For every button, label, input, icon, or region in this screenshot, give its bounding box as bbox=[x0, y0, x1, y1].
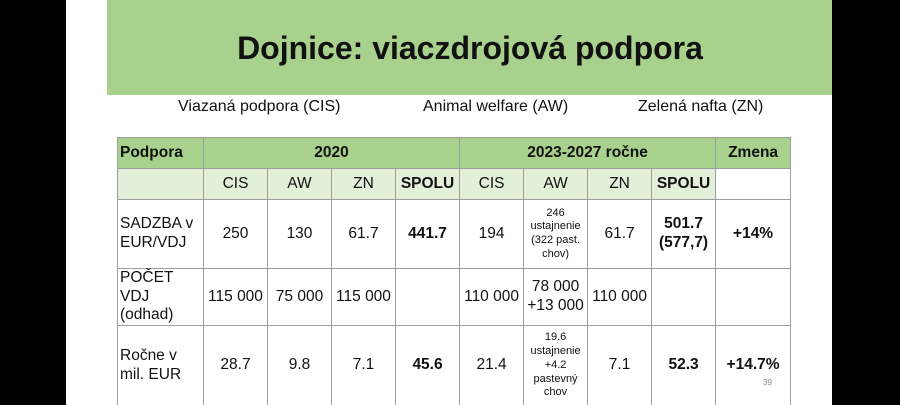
row-label-line: mil. EUR bbox=[120, 365, 182, 383]
table-row: SADZBA v EUR/VDJ 250 130 61.7 441.7 194 … bbox=[117, 199, 792, 269]
table-cell-total: 52.3 bbox=[651, 324, 717, 405]
slide-title: Dojnice: viaczdrojová podpora bbox=[237, 30, 703, 66]
subheader-cell: SPOLU bbox=[394, 168, 461, 200]
table-cell: 28.7 bbox=[203, 324, 268, 405]
table-cell: 75 000 bbox=[267, 268, 332, 326]
cell-line: (322 past. bbox=[531, 234, 580, 246]
table-cell-total: 441.7 bbox=[394, 199, 461, 269]
table-cell: 9.8 bbox=[267, 324, 332, 405]
support-table: Podpora 2020 2023-2027 ročne Zmena CIS A… bbox=[117, 137, 792, 405]
row-label: Ročne v mil. EUR bbox=[117, 324, 204, 405]
table-cell: 7.1 bbox=[331, 324, 396, 405]
table-cell: 7.1 bbox=[587, 324, 653, 405]
subheader-cell: ZN bbox=[587, 168, 653, 200]
row-label: SADZBA v EUR/VDJ bbox=[117, 199, 204, 269]
title-band: Dojnice: viaczdrojová podpora bbox=[107, 0, 832, 95]
table-cell: 115 000 bbox=[203, 268, 268, 326]
cell-line: ustajnenie bbox=[530, 345, 581, 358]
cell-line: ustajnenie bbox=[530, 220, 581, 233]
subheader-row: CIS AW ZN SPOLU CIS AW ZN SPOLU bbox=[117, 168, 792, 200]
cell-line: (577,7) bbox=[658, 234, 709, 251]
table-cell-change: +14% bbox=[715, 199, 792, 269]
table-cell-total bbox=[651, 268, 717, 326]
page-number: 39 bbox=[763, 378, 772, 387]
table-row: Ročne v mil. EUR 28.7 9.8 7.1 45.6 21.4 … bbox=[117, 324, 792, 405]
row-label-line: SADZBA v bbox=[120, 215, 194, 233]
table-cell: 250 bbox=[203, 199, 268, 269]
table-cell: 21.4 bbox=[459, 324, 525, 405]
table-row: POČET VDJ (odhad) 115 000 75 000 115 000… bbox=[117, 268, 792, 326]
table-cell: 110 000 bbox=[459, 268, 525, 326]
table-cell: 115 000 bbox=[331, 268, 396, 326]
cell-line: +4.2 bbox=[544, 358, 567, 371]
subheader-cell: ZN bbox=[331, 168, 396, 200]
slide: Dojnice: viaczdrojová podpora Viazaná po… bbox=[66, 0, 832, 405]
legend-aw: Animal welfare (AW) bbox=[423, 98, 569, 115]
subheader-empty bbox=[715, 168, 792, 200]
legend-cis: Viazaná podpora (CIS) bbox=[178, 98, 341, 115]
row-label-line: POČET VDJ bbox=[120, 269, 174, 305]
cell-line: 246 bbox=[546, 206, 565, 219]
table-cell-total: 45.6 bbox=[394, 324, 461, 405]
table-cell: 61.7 bbox=[331, 199, 396, 269]
table-cell-total: 501.7 (577,7) bbox=[651, 199, 717, 269]
row-label-line: EUR/VDJ bbox=[120, 234, 187, 251]
cell-line: chov) bbox=[542, 247, 569, 260]
header-period-2023-2027: 2023-2027 ročne bbox=[459, 137, 717, 169]
header-change: Zmena bbox=[715, 137, 792, 169]
subheader-cell: CIS bbox=[459, 168, 525, 200]
cell-line: pastevný bbox=[533, 372, 578, 385]
cell-line: 19.6 bbox=[544, 331, 567, 344]
row-label: POČET VDJ (odhad) bbox=[117, 268, 204, 326]
row-label-line: (odhad) bbox=[120, 306, 174, 324]
subheader-cell: CIS bbox=[203, 168, 268, 200]
subheader-cell: AW bbox=[523, 168, 589, 200]
table-cell: 78 000 +13 000 bbox=[523, 268, 589, 326]
table-cell: 246 ustajnenie (322 past. chov) bbox=[523, 199, 589, 269]
cell-line: +13 000 bbox=[527, 296, 584, 314]
cell-line: chov bbox=[543, 386, 568, 399]
row-label-line: Ročne v bbox=[120, 347, 177, 365]
header-row: Podpora 2020 2023-2027 ročne Zmena bbox=[117, 137, 792, 169]
table-cell: 130 bbox=[267, 199, 332, 269]
table-cell-change bbox=[715, 268, 792, 326]
header-period-2020: 2020 bbox=[202, 137, 461, 169]
subheader-cell: SPOLU bbox=[651, 168, 717, 200]
header-support: Podpora bbox=[117, 137, 204, 169]
cell-line: 501.7 bbox=[664, 215, 703, 233]
subheader-cell: AW bbox=[267, 168, 332, 200]
table-cell-total bbox=[394, 268, 461, 326]
table-cell: 194 bbox=[459, 199, 525, 269]
table-cell: 61.7 bbox=[587, 199, 653, 269]
cell-line: 78 000 bbox=[531, 278, 580, 296]
subheader-empty bbox=[117, 168, 204, 200]
legend-zn: Zelená nafta (ZN) bbox=[638, 98, 764, 115]
table-cell: 110 000 bbox=[587, 268, 653, 326]
table-cell: 19.6 ustajnenie +4.2 pastevný chov bbox=[523, 324, 589, 405]
table-cell-change: +14.7% bbox=[715, 324, 792, 405]
